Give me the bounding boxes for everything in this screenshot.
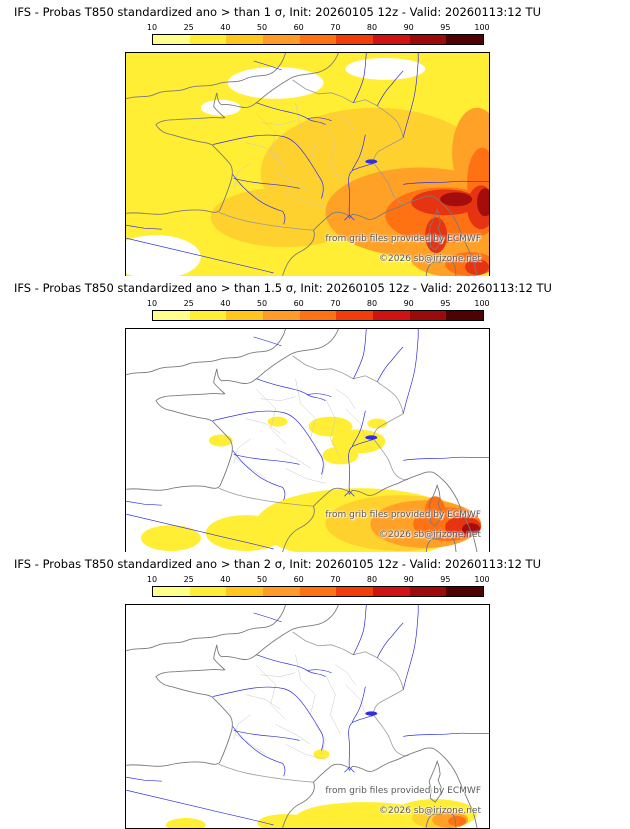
colorbar-tick: 25 (183, 575, 194, 584)
colorbar-segment (189, 587, 227, 596)
ecmwf-watermark: from grib files provided by ECMWF (325, 786, 481, 796)
colorbar-segment (446, 35, 484, 44)
panel-sigma-2: IFS - Probas T850 standardized ano > tha… (0, 552, 630, 829)
colorbar-tick: 95 (440, 23, 451, 32)
colorbar-segment (409, 587, 447, 596)
colorbar-segment (409, 35, 447, 44)
probability-shading (140, 416, 482, 552)
map-canvas (126, 605, 489, 828)
colorbar-tick: 90 (403, 575, 414, 584)
colorbar-tick: 70 (330, 575, 341, 584)
colorbar-segment (226, 35, 264, 44)
colorbar-tick: 40 (220, 23, 231, 32)
colorbar: 10 25 40 50 60 70 80 90 95 100 (147, 575, 490, 597)
colorbar-tick: 80 (366, 575, 378, 584)
map-sigma-1-5: from grib files provided by ECMWF ©2026 … (125, 328, 490, 553)
probability-shading (126, 53, 489, 276)
ecmwf-watermark: from grib files provided by ECMWF (325, 234, 481, 244)
map-sigma-2: from grib files provided by ECMWF ©2026 … (125, 604, 490, 829)
colorbar-segment (336, 35, 374, 44)
colorbar-tick: 60 (293, 575, 304, 584)
colorbar-tick: 100 (474, 299, 490, 308)
map-canvas (126, 329, 489, 552)
copyright-credit: ©2026 sb@irizone.net (379, 254, 481, 264)
colorbar-tick: 95 (440, 575, 451, 584)
panel-title: IFS - Probas T850 standardized ano > tha… (14, 5, 541, 19)
panel-sigma-1-5: IFS - Probas T850 standardized ano > tha… (0, 276, 630, 553)
ecmwf-watermark: from grib files provided by ECMWF (325, 510, 481, 520)
colorbar-tick: 40 (220, 575, 231, 584)
colorbar-segment (299, 35, 337, 44)
colorbar-segment (373, 311, 410, 320)
colorbar-segment (446, 587, 484, 596)
colorbar-tick: 10 (146, 23, 158, 32)
colorbar-segment (373, 35, 410, 44)
colorbar-tick: 100 (474, 575, 490, 584)
colorbar-tick: 60 (293, 23, 304, 32)
colorbar-bar (152, 310, 484, 321)
colorbar-segment (373, 587, 410, 596)
colorbar-tick: 50 (256, 23, 268, 32)
colorbar-segment (153, 311, 190, 320)
colorbar-segment (153, 587, 190, 596)
colorbar-tick: 80 (366, 299, 378, 308)
colorbar-tick: 95 (440, 299, 451, 308)
colorbar-segment (263, 311, 300, 320)
panel-sigma-1: IFS - Probas T850 standardized ano > tha… (0, 0, 630, 277)
colorbar-tick: 40 (220, 299, 231, 308)
colorbar-segment (336, 587, 374, 596)
colorbar-segment (189, 311, 227, 320)
colorbar-segment (299, 311, 337, 320)
colorbar-segment (226, 587, 264, 596)
copyright-credit: ©2026 sb@irizone.net (379, 806, 481, 816)
colorbar-tick: 50 (256, 575, 268, 584)
colorbar-tick: 25 (183, 23, 194, 32)
colorbar-tick: 90 (403, 23, 414, 32)
colorbar-tick: 50 (256, 299, 268, 308)
colorbar: 10 25 40 50 60 70 80 90 95 100 (147, 23, 490, 45)
colorbar-tick: 80 (366, 23, 378, 32)
colorbar-segment (226, 311, 264, 320)
copyright-credit: ©2026 sb@irizone.net (379, 530, 481, 540)
colorbar-tick: 70 (330, 299, 341, 308)
colorbar: 10 25 40 50 60 70 80 90 95 100 (147, 299, 490, 321)
colorbar-segment (263, 587, 300, 596)
colorbar-bar (152, 34, 484, 45)
colorbar-segment (263, 35, 300, 44)
colorbar-tick: 60 (293, 299, 304, 308)
colorbar-ticks: 10 25 40 50 60 70 80 90 95 100 (147, 299, 490, 309)
colorbar-segment (153, 35, 190, 44)
colorbar-segment (409, 311, 447, 320)
colorbar-segment (299, 587, 337, 596)
colorbar-ticks: 10 25 40 50 60 70 80 90 95 100 (147, 575, 490, 585)
colorbar-tick: 10 (146, 299, 158, 308)
map-sigma-1: from grib files provided by ECMWF ©2026 … (125, 52, 490, 277)
colorbar-segment (336, 311, 374, 320)
colorbar-ticks: 10 25 40 50 60 70 80 90 95 100 (147, 23, 490, 33)
colorbar-bar (152, 586, 484, 597)
colorbar-tick: 25 (183, 299, 194, 308)
colorbar-tick: 100 (474, 23, 490, 32)
colorbar-tick: 90 (403, 299, 414, 308)
colorbar-tick: 10 (146, 575, 158, 584)
panel-title: IFS - Probas T850 standardized ano > tha… (14, 557, 541, 571)
colorbar-tick: 70 (330, 23, 341, 32)
colorbar-segment (189, 35, 227, 44)
colorbar-segment (446, 311, 484, 320)
panel-title: IFS - Probas T850 standardized ano > tha… (14, 281, 552, 295)
map-canvas (126, 53, 489, 276)
